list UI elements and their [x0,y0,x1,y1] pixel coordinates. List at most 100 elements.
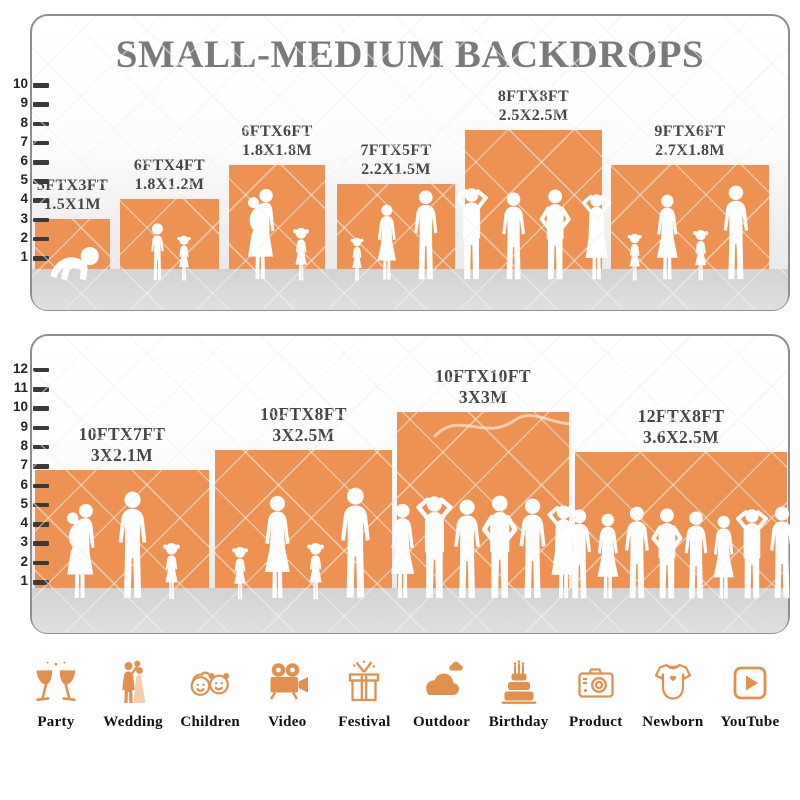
category-party: Party [18,657,94,731]
size-label-m: 2.5X2.5M [498,107,569,124]
size-label-m: 3.6X2.5M [642,427,720,447]
manup-silhouette [455,187,488,282]
man-silhouette [723,185,749,280]
man-silhouette [454,499,480,598]
category-label: Wedding [103,714,163,730]
ruler-tick [33,464,49,469]
girl-silhouette [627,233,642,281]
ruler-number: 2 [20,553,28,569]
size-label-m: 1.5X1M [43,196,102,213]
ruler-number: 7 [20,133,28,149]
backdrop-size-label: 6FTX6FT 1.8X1.8M [192,122,362,160]
ruler-number: 5 [20,495,28,511]
party-icon [32,657,80,707]
ruler-tick [33,541,49,546]
ruler-tick [33,217,49,223]
size-label-ft: 6FTX4FT [133,157,206,174]
size-label-m: 1.8X1.8M [242,142,312,159]
man-silhouette [519,498,546,598]
ruler-tick [33,483,49,488]
category-label: Newborn [642,714,704,730]
category-label: YouTube [720,714,780,730]
ruler-tick [33,121,49,127]
size-label-ft: 6FTX6FT [241,123,313,140]
backdrop-size-label: 6FTX4FT 1.8X1.2M [85,156,255,194]
ruler-tick [33,140,49,146]
large-sizes-panel: 1 2 3 4 5 6 7 8 9 10 11 12 10FTX7FT 3X2.1M 10FTX8FT 3X2… [13,334,794,634]
ruler-number: 5 [20,172,28,188]
backdrop-size-label: 8FTX8FT 2.5X2.5M [449,87,619,125]
ruler-tick [33,102,49,107]
manup-silhouette [419,496,451,597]
girl-silhouette [350,237,364,281]
ruler-tick [33,560,49,566]
category-label: Party [37,714,75,730]
ruler-tick [33,444,49,450]
woman-silhouette [713,515,734,599]
backdrop-size-label: 12FTX8FT 3.6X2.5M [596,406,766,448]
ruler-number: 8 [20,437,28,453]
girl-silhouette [177,235,191,281]
ruler-number: 4 [20,191,28,207]
panel-floor [32,269,788,310]
ruler-number: 2 [20,229,28,245]
backdrop-size-label: 10FTX10FT 3X3M [398,366,568,408]
ruler-tick [33,367,49,373]
ruler-number: 3 [20,210,28,226]
girl-silhouette [307,543,325,600]
backdrop-size-label: 7FTX5FT 2.2X1.5M [311,141,481,179]
category-label: Birthday [488,714,549,730]
children-icon [186,657,234,707]
birthday-icon [495,657,543,707]
category-row: Party Wedding Children Video Festival Outdoor… [0,657,800,731]
ruler-number: 8 [20,114,28,130]
ruler-tick [33,522,49,527]
wedding-icon [109,657,157,707]
size-label-ft: 10FTX8FT [260,404,347,424]
size-label-m: 3X2.5M [272,425,335,445]
girl-silhouette [163,543,180,600]
category-label: Outdoor [412,714,471,730]
womanbaby-silhouette [247,188,275,280]
ruler-number: 10 [12,76,28,92]
ruler-number: 1 [20,249,28,264]
backdrop-size-label: 10FTX8FT 3X2.5M [219,404,389,446]
size-label-m: 1.8X1.2M [134,176,205,193]
backdrop-size-label: 9FTX6FT 2.7X1.8M [605,122,775,160]
ruler-tick [33,387,49,392]
woman-silhouette [597,513,619,599]
product-icon [572,657,620,707]
woman-silhouette [656,194,678,280]
backdrop-size-label: 5FTX3FT 1.5X1M [0,176,158,214]
ruler-number: 6 [20,153,28,168]
ruler-tick [33,83,49,88]
youtube-icon [726,657,774,707]
manakimbo-silhouette [653,509,680,599]
size-label-ft: 12FTX8FT [637,406,725,426]
manup-silhouette [736,508,768,601]
ruler-tick [33,502,49,508]
man-silhouette [118,491,147,598]
people-silhouette-group [627,185,749,281]
small-medium-panel: SMALL-MEDIUM BACKDROPS 1 2 3 4 5 6 7 8 9 10 5FTX3F… [13,14,790,311]
people-silhouette-group [391,491,580,601]
category-outdoor: Outdoor [404,657,480,731]
size-label-ft: 9FTX6FT [654,123,726,140]
video-icon [263,657,311,707]
category-youtube: YouTube [712,657,788,731]
category-label: Festival [338,714,391,730]
backdrop-block-8ftx8ft [465,130,602,269]
boy-silhouette [151,223,164,281]
woman-silhouette [264,495,290,598]
people-silhouette-group [567,506,794,601]
ruler-tick [33,425,49,431]
man-silhouette [684,511,708,599]
category-product: Product [558,657,634,731]
baby-silhouette [50,247,99,281]
ruler-tick [33,198,49,203]
ruler-tick [33,256,49,261]
man-silhouette [414,190,438,280]
ruler-tick [33,580,49,585]
manakimbo-silhouette [484,496,515,598]
